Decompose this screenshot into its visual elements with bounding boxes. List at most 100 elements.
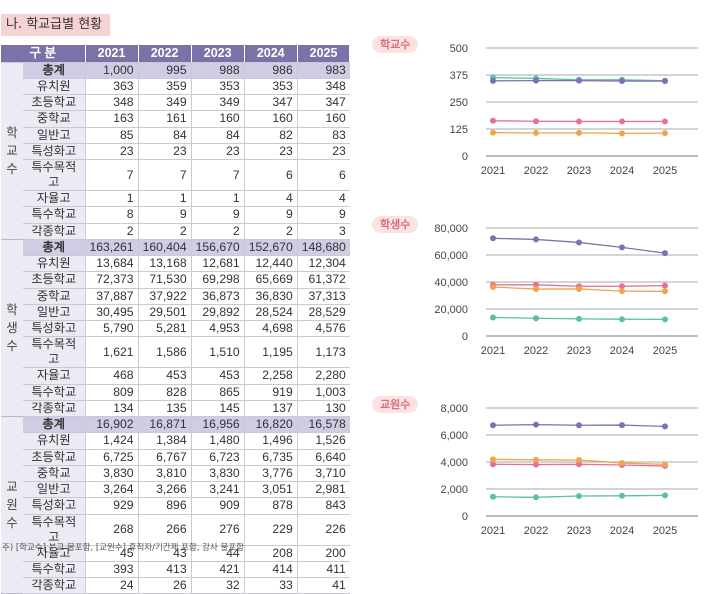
data-point (490, 284, 496, 290)
data-point (662, 130, 668, 136)
data-point (576, 239, 582, 245)
row-category: 유치원 (23, 433, 85, 449)
y-tick-label: 60,000 (434, 250, 468, 262)
y-tick-label: 80,000 (434, 223, 468, 235)
y-tick-label: 2,000 (440, 484, 468, 496)
cell-value: 12,440 (244, 256, 297, 272)
data-point (533, 236, 539, 242)
cell-value: 33 (244, 578, 297, 594)
cell-value: 28,524 (244, 304, 297, 320)
data-point (619, 288, 625, 294)
x-tick-label: 2024 (610, 345, 634, 357)
row-category: 각종학교 (23, 400, 85, 416)
data-point (576, 493, 582, 499)
data-point (490, 494, 496, 500)
cell-value: 349 (191, 95, 244, 111)
cell-value: 30,495 (85, 304, 138, 320)
y-tick-label: 4,000 (440, 457, 468, 469)
cell-value: 1,526 (297, 433, 350, 449)
cell-value: 16,871 (138, 417, 191, 433)
cell-value: 69,298 (191, 272, 244, 288)
cell-value: 2 (85, 223, 138, 239)
data-point (619, 422, 625, 428)
cell-value: 359 (138, 78, 191, 94)
data-point (619, 493, 625, 499)
cell-value: 929 (85, 498, 138, 514)
x-tick-label: 2023 (567, 345, 591, 357)
cell-value: 16,956 (191, 417, 244, 433)
data-point (662, 316, 668, 322)
cell-value: 353 (244, 78, 297, 94)
row-category: 중학교 (23, 111, 85, 127)
x-tick-label: 2022 (524, 165, 548, 177)
cell-value: 347 (244, 95, 297, 111)
cell-value: 160,404 (138, 239, 191, 255)
cell-value: 28,529 (297, 304, 350, 320)
y-tick-label: 0 (462, 151, 468, 163)
cell-value: 3 (297, 223, 350, 239)
y-tick-label: 8,000 (440, 403, 468, 415)
row-category: 총계 (23, 239, 85, 255)
cell-value: 7 (191, 160, 244, 191)
cell-value: 65,669 (244, 272, 297, 288)
cell-value: 29,501 (138, 304, 191, 320)
cell-value: 72,373 (85, 272, 138, 288)
data-point (490, 78, 496, 84)
cell-value: 160 (244, 111, 297, 127)
data-point (662, 288, 668, 294)
row-category: 중학교 (23, 465, 85, 481)
cell-value: 6 (244, 160, 297, 191)
row-category: 특수학교 (23, 207, 85, 223)
cell-value: 1,480 (191, 433, 244, 449)
cell-value: 3,241 (191, 482, 244, 498)
cell-value: 6,767 (138, 449, 191, 465)
cell-value: 983 (297, 62, 350, 78)
cell-value: 8 (85, 207, 138, 223)
row-category: 특성화고 (23, 321, 85, 337)
header-year: 2021 (85, 45, 138, 62)
cell-value: 229 (244, 514, 297, 545)
data-point (533, 118, 539, 124)
cell-value: 2 (138, 223, 191, 239)
cell-value: 61,372 (297, 272, 350, 288)
row-category: 자율고 (23, 368, 85, 384)
cell-value: 453 (191, 368, 244, 384)
x-tick-label: 2021 (481, 345, 505, 357)
cell-value: 9 (244, 207, 297, 223)
cell-value: 1 (85, 191, 138, 207)
cell-value: 1,003 (297, 384, 350, 400)
cell-value: 4,698 (244, 321, 297, 337)
section-title: 나. 학교급별 현황 (1, 14, 110, 36)
data-point (662, 423, 668, 429)
cell-value: 988 (191, 62, 244, 78)
cell-value: 13,168 (138, 256, 191, 272)
y-tick-label: 125 (450, 124, 468, 136)
cell-value: 3,266 (138, 482, 191, 498)
cell-value: 453 (138, 368, 191, 384)
cell-value: 134 (85, 400, 138, 416)
row-category: 유치원 (23, 256, 85, 272)
cell-value: 16,578 (297, 417, 350, 433)
data-point (619, 316, 625, 322)
data-point (533, 494, 539, 500)
cell-value: 349 (138, 95, 191, 111)
y-tick-label: 250 (450, 97, 468, 109)
cell-value: 160 (191, 111, 244, 127)
cell-value: 37,887 (85, 288, 138, 304)
y-tick-label: 0 (462, 331, 468, 343)
cell-value: 828 (138, 384, 191, 400)
cell-value: 9 (191, 207, 244, 223)
data-point (576, 118, 582, 124)
